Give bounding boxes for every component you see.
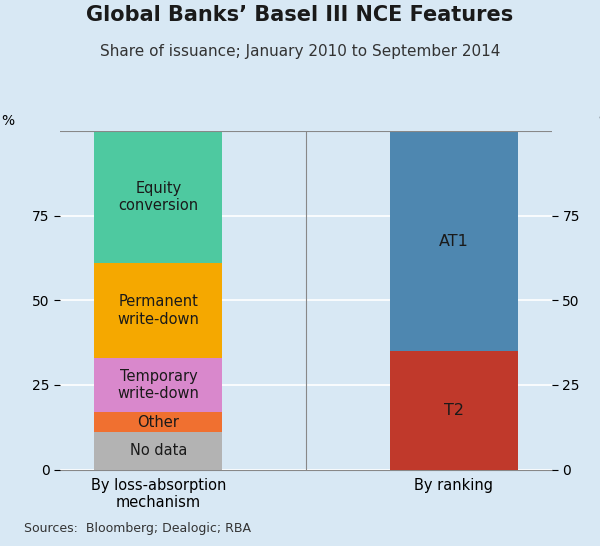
Bar xyxy=(94,432,223,470)
Text: %: % xyxy=(598,114,600,128)
Text: Sources:  Bloomberg; Dealogic; RBA: Sources: Bloomberg; Dealogic; RBA xyxy=(24,522,251,535)
Bar xyxy=(94,131,223,263)
Text: No data: No data xyxy=(130,443,187,459)
Bar xyxy=(389,351,518,470)
Text: %: % xyxy=(1,114,14,128)
Text: Temporary
write-down: Temporary write-down xyxy=(118,369,199,401)
Text: Share of issuance; January 2010 to September 2014: Share of issuance; January 2010 to Septe… xyxy=(100,44,500,58)
Text: Other: Other xyxy=(137,414,179,430)
Bar xyxy=(94,263,223,358)
Text: T2: T2 xyxy=(443,403,464,418)
Bar xyxy=(389,131,518,351)
Text: AT1: AT1 xyxy=(439,234,469,248)
Text: Permanent
write-down: Permanent write-down xyxy=(118,294,199,327)
Bar xyxy=(94,412,223,432)
Bar xyxy=(94,358,223,412)
Text: Global Banks’ Basel III NCE Features: Global Banks’ Basel III NCE Features xyxy=(86,5,514,26)
Text: Equity
conversion: Equity conversion xyxy=(118,181,199,213)
